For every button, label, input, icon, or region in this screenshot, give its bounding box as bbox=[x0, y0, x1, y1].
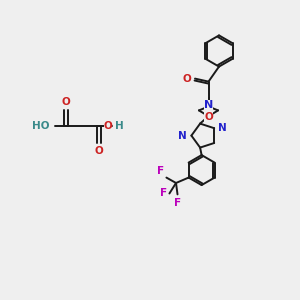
Text: F: F bbox=[174, 198, 181, 208]
Text: O: O bbox=[182, 74, 191, 84]
Text: O: O bbox=[204, 112, 213, 122]
Text: H: H bbox=[116, 121, 124, 131]
Text: HO: HO bbox=[32, 121, 50, 131]
Text: N: N bbox=[178, 130, 187, 141]
Text: F: F bbox=[160, 188, 167, 199]
Text: N: N bbox=[204, 100, 213, 110]
Text: N: N bbox=[218, 123, 227, 133]
Text: O: O bbox=[103, 121, 112, 131]
Text: O: O bbox=[61, 97, 70, 106]
Text: O: O bbox=[94, 146, 103, 155]
Text: F: F bbox=[157, 166, 164, 176]
